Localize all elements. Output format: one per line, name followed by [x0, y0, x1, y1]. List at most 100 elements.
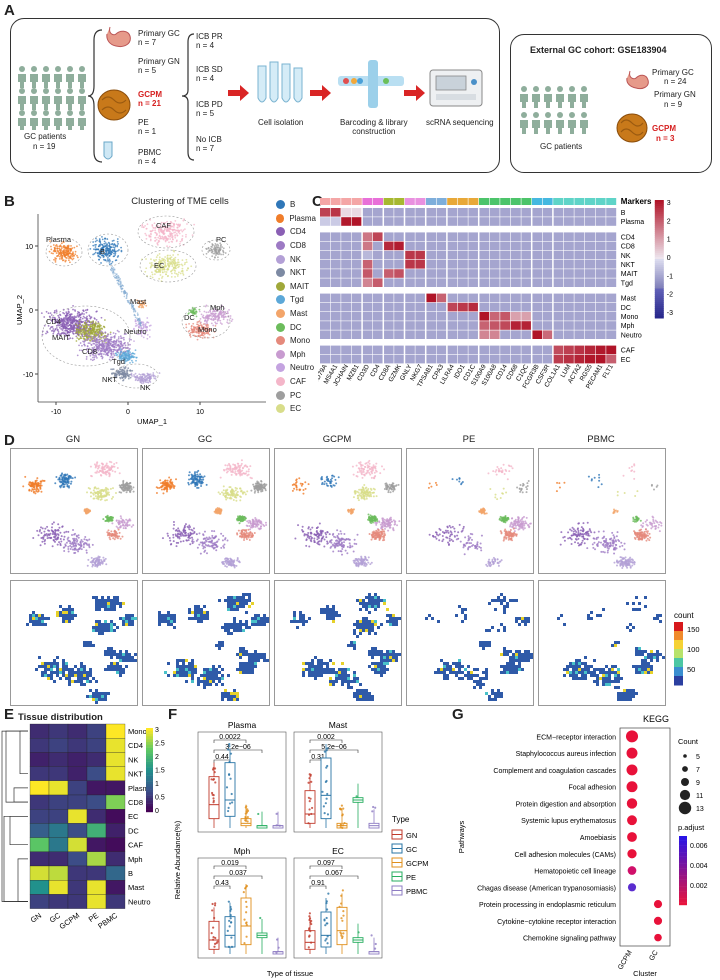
heatmap-cell	[394, 260, 405, 269]
heatmap-cell	[330, 241, 341, 251]
panel-letter-a: A	[4, 2, 15, 19]
heatmap-gene-label: CD79A	[318, 363, 329, 385]
heatmap-cell	[606, 354, 617, 364]
heatmap-row-label: CD4	[621, 234, 635, 241]
panel-letter-d: D	[4, 432, 15, 449]
person-icon	[581, 112, 587, 118]
heatmap-cell	[574, 241, 585, 251]
external-cohort-box	[510, 34, 712, 173]
kegg-cluster-label: GCPM	[617, 949, 634, 971]
legend-item-pc: PC	[276, 388, 316, 402]
group-pe: PE	[138, 118, 149, 127]
padj-tick: 0.006	[690, 843, 708, 850]
heatmap-cell	[532, 232, 542, 241]
icb-bracket	[181, 33, 195, 161]
heatmap-cell	[457, 208, 468, 217]
legend-item-mono: Mono	[276, 334, 316, 348]
count-legend-dot	[678, 801, 692, 815]
tissue-heat-cell	[86, 752, 107, 767]
heatmap-cell	[595, 330, 606, 339]
tissue-row-label: Mast	[128, 883, 145, 892]
tissue-heat-cell	[48, 837, 69, 852]
heatmap-cell	[553, 345, 564, 355]
heatmap-cell	[426, 269, 436, 278]
heatmap-cell	[320, 330, 330, 339]
heatmap-row-label: Plasma	[621, 219, 644, 226]
umap-cluster-ec	[140, 249, 193, 283]
heatmap-cell	[468, 321, 479, 330]
heatmap-cell	[553, 250, 564, 260]
tissue-heat-cell	[67, 738, 88, 753]
person-icon	[79, 110, 85, 116]
heatmap-cell	[436, 260, 447, 269]
heatmap-cell	[489, 312, 500, 321]
tissue-heat-cell	[105, 851, 126, 867]
boxplot-plasma: Plasma 0.0022 3.2e−06 0.44	[197, 720, 287, 833]
umap-ylabel: UMAP_2	[16, 295, 24, 325]
heatmap-cell	[521, 321, 532, 330]
heatmap-cell	[489, 354, 500, 364]
arrow-1	[228, 85, 249, 101]
heatmap-cell	[404, 217, 415, 226]
umap-cluster-tgd	[114, 348, 138, 365]
tissue-density-pbmc	[538, 580, 666, 706]
tissue-colorbar-tick: 3	[155, 727, 159, 734]
tissue-row-label: Neutro	[128, 897, 151, 906]
heatmap-cell	[447, 321, 458, 330]
umap-label: Plasma	[46, 235, 72, 244]
tissue-scatter-gn	[10, 448, 138, 574]
heatmap-cell	[426, 250, 436, 260]
legend-label: EC	[290, 404, 302, 414]
person-icon	[31, 88, 37, 94]
legend-label: Mph	[290, 349, 306, 359]
heatmap-cell	[510, 217, 521, 226]
heatmap-cell	[341, 241, 352, 251]
heatmap-cell	[521, 217, 532, 226]
heatmap-cell	[468, 330, 479, 339]
marker-group-bar	[563, 198, 574, 205]
heatmap-cell	[394, 321, 405, 330]
heatmap-cell	[362, 345, 373, 355]
heatmap-cell	[521, 241, 532, 251]
heatmap-row-label: Mph	[621, 323, 635, 330]
group-gcpm: GCPM	[138, 90, 162, 99]
cluster-legend: B Plasma CD4 CD8 NK NKT MAIT Tgd Mast DC Mono Mph Ne…	[276, 198, 316, 416]
heatmap-cell	[362, 217, 373, 226]
tissue-heat-cell	[29, 723, 50, 739]
tissue-heat-cell	[29, 880, 50, 895]
panel-letter-b: B	[4, 193, 15, 210]
heatmap-cell	[574, 250, 585, 260]
abundance-boxplots: Plasma 0.0022 3.2e−06 0.44 Mast 0.002 5.2e−06 0…	[173, 720, 429, 978]
heatmap-cell	[415, 330, 426, 339]
heatmap-cell	[426, 321, 436, 330]
heatmap-cell	[457, 217, 468, 226]
heatmap-cell	[394, 312, 405, 321]
heatmap-cell	[362, 232, 373, 241]
tissue-heat-cell	[105, 752, 126, 767]
heatmap-cell	[447, 278, 458, 287]
pathway-label: Chagas disease (American trypanosomiasis…	[477, 885, 616, 892]
tissue-heat-cell	[29, 809, 50, 824]
heatmap-cell	[373, 345, 383, 355]
colorbar-tick: 0	[667, 255, 671, 262]
heatmap-cell	[606, 312, 617, 321]
heatmap-cell	[468, 278, 479, 287]
kegg-dot	[626, 764, 638, 776]
kegg-dot	[626, 798, 638, 809]
tissue-heat-cell	[48, 809, 69, 824]
legend-dot	[276, 213, 285, 223]
panel-letter-e: E	[4, 706, 15, 723]
heatmap-cell	[468, 354, 479, 364]
heatmap-cell	[489, 330, 500, 339]
tissue-row-label: NKT	[128, 770, 143, 779]
heatmap-cell	[479, 312, 489, 321]
umap-label: EC	[154, 261, 165, 270]
marker-group-bar	[542, 198, 553, 205]
person-icon	[67, 110, 73, 116]
colorbar-tick: -3	[667, 310, 673, 317]
heatmap-cell	[362, 302, 373, 312]
heatmap-cell	[500, 345, 511, 355]
marker-group-bar	[457, 198, 468, 205]
person-icon	[67, 88, 73, 94]
umap-cluster-cd8	[76, 329, 132, 362]
